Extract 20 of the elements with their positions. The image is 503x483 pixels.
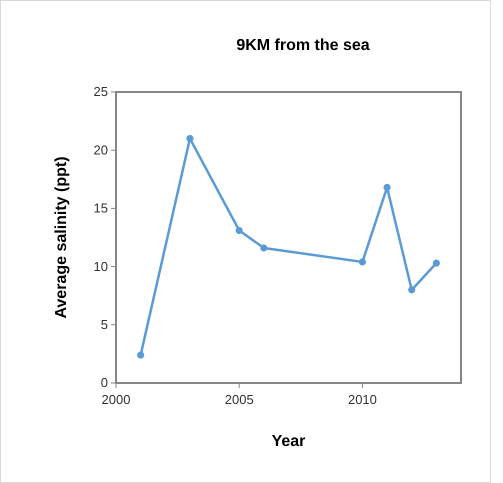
x-tick-label: 2000 (102, 392, 130, 407)
y-axis-title: Average salinity (ppt) (53, 156, 70, 319)
x-axis-title: Year (272, 433, 306, 450)
point (358, 258, 366, 266)
point (260, 244, 268, 252)
point (408, 286, 416, 294)
y-tick-label: 10 (94, 258, 108, 274)
y-tick-label: 5 (100, 316, 108, 332)
y-tick-label: 25 (94, 84, 108, 100)
y-tick-label: 20 (94, 142, 108, 158)
y-tick-label: 15 (94, 200, 108, 216)
y-tick-label: 0 (100, 375, 108, 390)
x-tick-label: 2010 (348, 392, 377, 407)
point (137, 352, 144, 359)
chart-title: 9KM from the sea (236, 37, 370, 54)
point (236, 226, 243, 234)
point (186, 135, 194, 142)
point (432, 260, 440, 267)
x-tick-label: 2005 (224, 392, 254, 407)
point (384, 184, 391, 192)
